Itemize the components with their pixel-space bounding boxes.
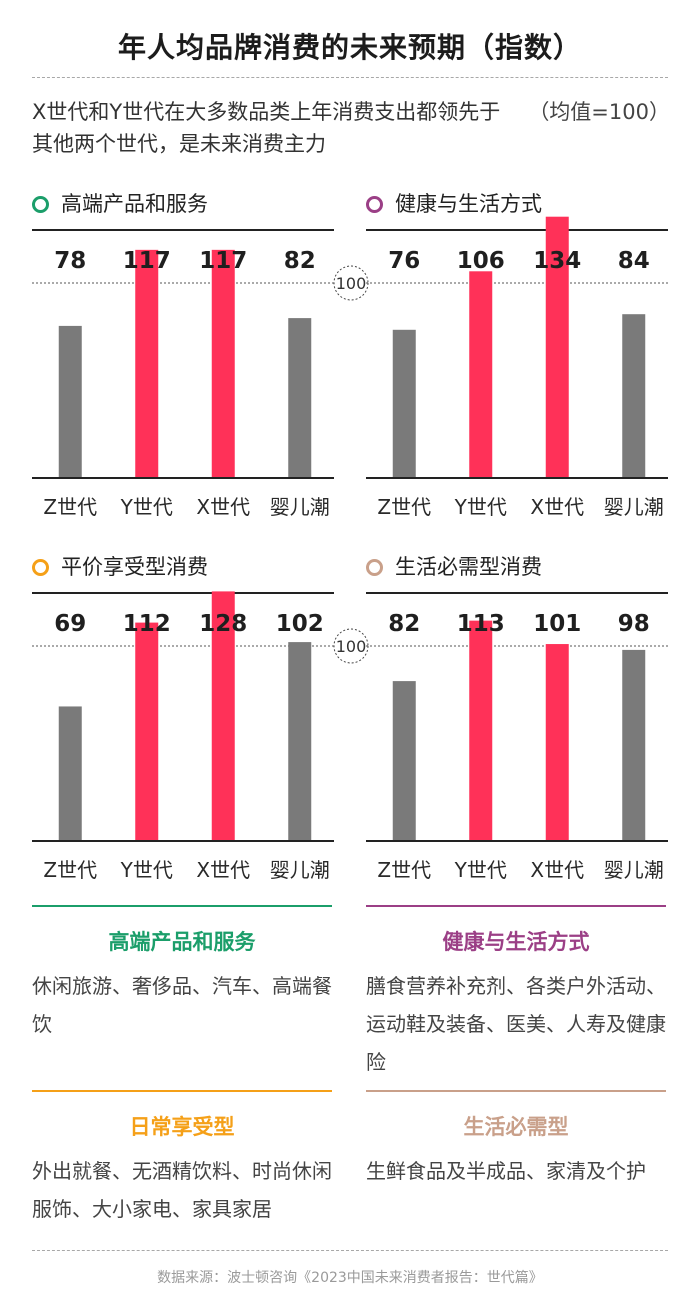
desc-rule	[32, 905, 332, 907]
value-label: 101	[533, 611, 581, 637]
bar	[211, 591, 235, 841]
desc-body: 外出就餐、无酒精饮料、时尚休闲服饰、大小家电、家具家居	[32, 1159, 332, 1221]
value-label: 84	[618, 248, 650, 274]
category-label: X世代	[196, 495, 250, 519]
category-label: 婴儿潮	[604, 858, 664, 882]
category-label: Y世代	[454, 495, 507, 519]
value-label: 128	[199, 611, 247, 637]
bar	[392, 681, 416, 841]
value-label: 82	[284, 248, 316, 274]
bar	[135, 622, 159, 841]
value-label: 134	[533, 248, 581, 274]
bar	[545, 216, 569, 478]
bar	[392, 329, 416, 478]
baseline-badge-label: 100	[336, 274, 367, 293]
category-label: Z世代	[377, 495, 431, 519]
bar	[545, 644, 569, 841]
desc-daily: 日常享受型 外出就餐、无酒精饮料、时尚休闲服饰、大小家电、家具家居	[32, 1090, 332, 1228]
value-label: 76	[388, 248, 420, 274]
desc-essentials: 生活必需型 生鲜食品及半成品、家清及个护	[366, 1090, 666, 1190]
bottom-divider	[32, 1250, 668, 1251]
value-label: 78	[54, 248, 86, 274]
source-note: 数据来源：波士顿咨询《2023中国未来消费者报告：世代篇》	[157, 1270, 543, 1286]
bar	[622, 649, 646, 841]
desc-heading: 高端产品和服务	[108, 930, 256, 954]
value-label: 106	[457, 248, 505, 274]
category-label: Y世代	[120, 495, 173, 519]
baseline-badge-label: 100	[336, 637, 367, 656]
category-label: X世代	[530, 858, 584, 882]
desc-health: 健康与生活方式 膳食营养补充剂、各类户外活动、运动鞋及装备、医美、人寿及健康险	[366, 905, 666, 1081]
value-label: 102	[276, 611, 324, 637]
bar	[288, 642, 312, 841]
bar	[135, 249, 159, 478]
value-label: 112	[123, 611, 171, 637]
panel-title-health: 健康与生活方式	[366, 190, 542, 218]
category-label: 婴儿潮	[270, 495, 330, 519]
bar	[211, 249, 235, 478]
category-label: 婴儿潮	[270, 858, 330, 882]
value-label: 98	[618, 611, 650, 637]
value-label: 117	[123, 248, 171, 274]
category-label: X世代	[530, 495, 584, 519]
panel-title-affordable: 平价享受型消费	[32, 553, 208, 581]
desc-premium: 高端产品和服务 休闲旅游、奢侈品、汽车、高端餐饮	[32, 905, 332, 1043]
value-label: 113	[457, 611, 505, 637]
desc-rule	[366, 1090, 666, 1092]
bar	[58, 706, 82, 841]
bar	[469, 271, 493, 478]
desc-body: 休闲旅游、奢侈品、汽车、高端餐饮	[32, 974, 332, 1036]
bar	[58, 325, 82, 478]
category-label: X世代	[196, 858, 250, 882]
category-label: Z世代	[377, 858, 431, 882]
desc-rule	[366, 905, 666, 907]
panel-title-text: 平价享受型消费	[61, 555, 208, 579]
value-label: 82	[388, 611, 420, 637]
bar	[288, 318, 312, 478]
ring-icon	[366, 558, 383, 576]
desc-body: 膳食营养补充剂、各类户外活动、运动鞋及装备、医美、人寿及健康险	[366, 974, 666, 1074]
desc-heading: 日常享受型	[129, 1115, 235, 1139]
page-title: 年人均品牌消费的未来预期（指数）	[117, 31, 582, 64]
bar-charts: 78 Z世代 117 Y世代 117 X世代 82 婴儿潮 100 76 Z世代 106 Y世代 134 X…	[32, 216, 668, 882]
subtitle: X世代和Y世代在大多数品类上年消费支出都领先于其他两个世代，是未来消费主力	[32, 100, 501, 156]
panel-title-premium: 高端产品和服务	[32, 190, 208, 218]
ring-icon	[366, 195, 383, 213]
category-label: 婴儿潮	[604, 495, 664, 519]
ring-icon	[32, 195, 49, 213]
panel-title-text: 高端产品和服务	[61, 192, 208, 216]
value-label: 117	[199, 248, 247, 274]
category-label: Y世代	[120, 858, 173, 882]
panel-title-text: 健康与生活方式	[395, 192, 542, 216]
bar	[622, 314, 646, 478]
category-label: Z世代	[43, 495, 97, 519]
unit-note: （均值=100）	[528, 100, 670, 124]
desc-rule	[32, 1090, 332, 1092]
value-label: 69	[54, 611, 86, 637]
desc-body: 生鲜食品及半成品、家清及个护	[366, 1159, 646, 1183]
bar	[469, 620, 493, 841]
panel-title-essentials: 生活必需型消费	[366, 553, 542, 581]
top-divider	[32, 77, 668, 78]
category-label: Z世代	[43, 858, 97, 882]
category-label: Y世代	[454, 858, 507, 882]
ring-icon	[32, 558, 49, 576]
panel-title-text: 生活必需型消费	[395, 555, 542, 579]
desc-heading: 健康与生活方式	[442, 930, 590, 954]
desc-heading: 生活必需型	[463, 1115, 569, 1139]
